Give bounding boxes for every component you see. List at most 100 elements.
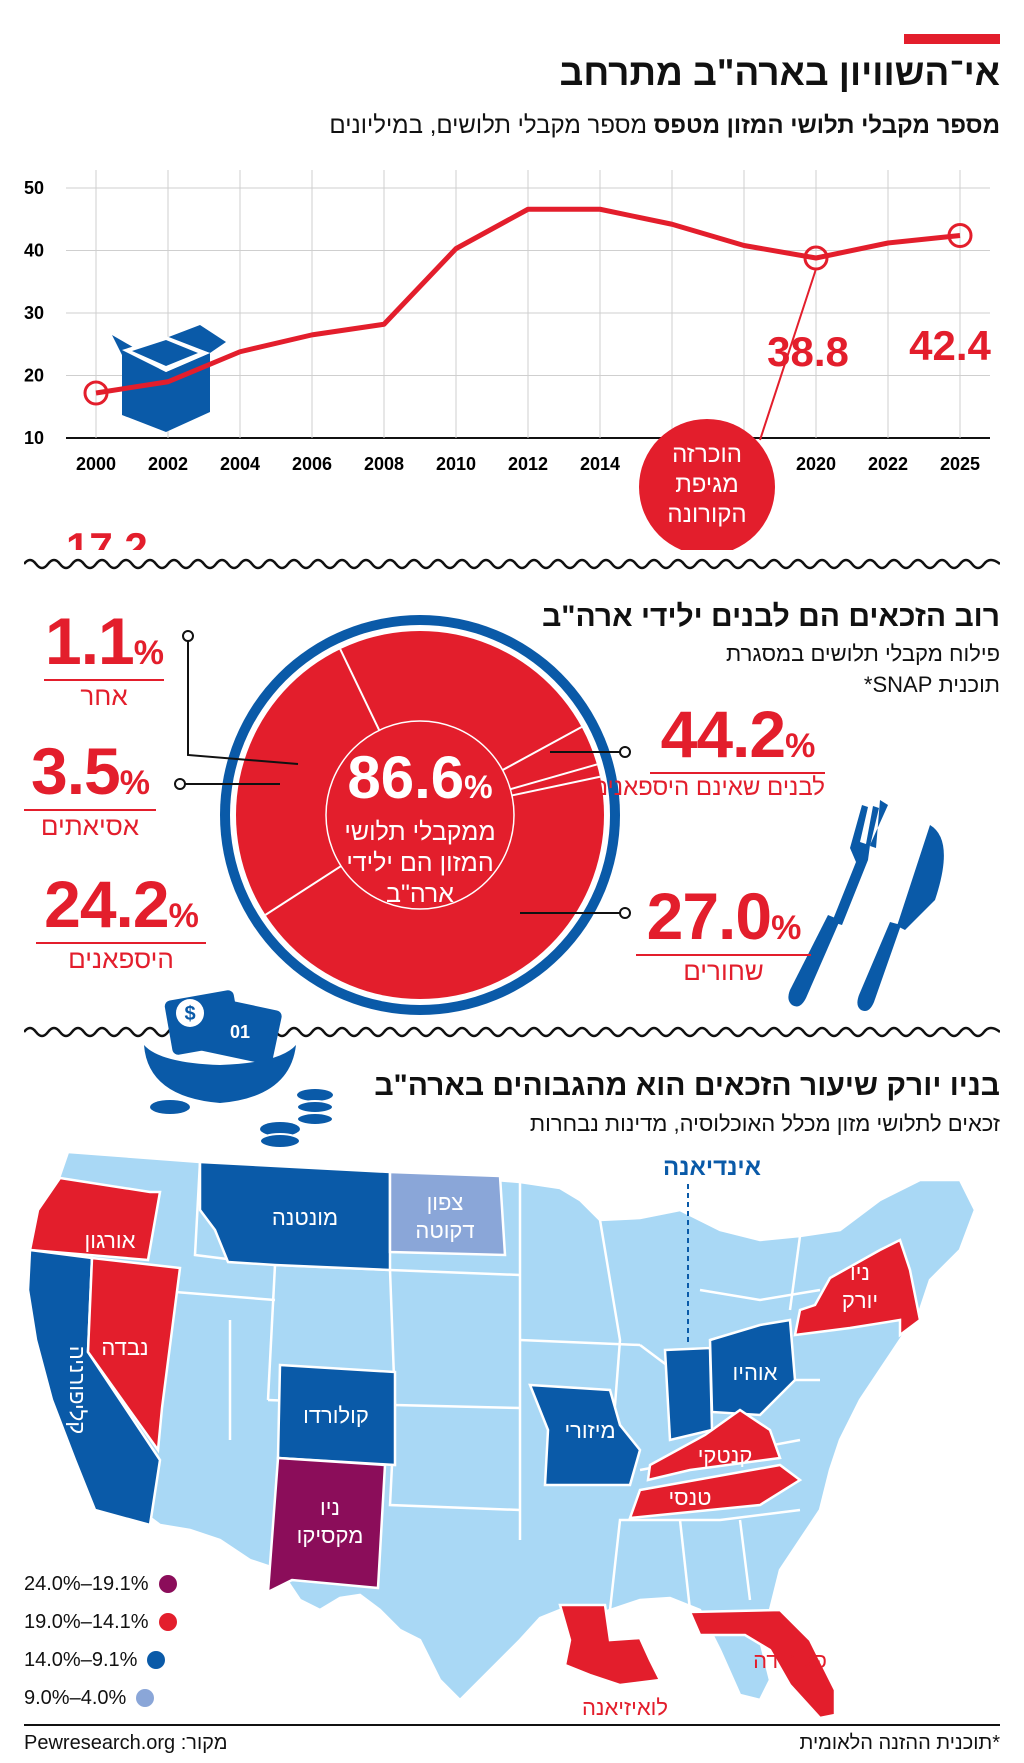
pie-name-white: לבנים שאינם היספאנים <box>591 774 825 801</box>
x-tick-label: 2025 <box>940 454 980 474</box>
state-missouri <box>528 1383 642 1487</box>
legend-swatch <box>158 1575 177 1593</box>
highlight-point <box>947 223 973 248</box>
state-tennessee <box>628 1463 803 1520</box>
pie-name-black: שחורים <box>683 956 764 986</box>
pie-subtitle-line-2: תוכנית SNAP* <box>863 672 1000 697</box>
pie-subtitle-line-1: פילוח מקבלי תלושים במסגרת <box>726 641 1000 666</box>
pie-value-black: 27.0 <box>646 879 772 953</box>
data-label-2000: 17.2 <box>66 524 148 550</box>
y-tick-label: 50 <box>24 178 44 198</box>
pct-sign: % <box>119 764 150 802</box>
highlight-point <box>83 380 109 406</box>
label-florida: פלורידה <box>753 1648 827 1673</box>
pie-value-hispanic: 24.2 <box>44 867 169 941</box>
legend-item: 24.0%–19.1% <box>24 1565 177 1603</box>
line-chart: 10 20 30 40 50 2000 2002 2004 2006 2008 2010 2012 2… <box>24 170 992 550</box>
x-tick-label: 2020 <box>796 454 836 474</box>
label-colorado: קולורדו <box>303 1403 369 1428</box>
pie-value-white: 44.2 <box>660 697 786 771</box>
y-tick-label: 20 <box>24 366 44 386</box>
pie-slice-divider <box>511 775 601 797</box>
data-label-2020: 38.8 <box>767 328 849 375</box>
pie-center-value: 86.6% <box>347 744 492 811</box>
label-kentucky: קנטקי <box>698 1443 753 1468</box>
state-colorado <box>276 1363 397 1467</box>
pie-value-other: 1.1 <box>45 604 135 678</box>
line-series <box>95 206 961 396</box>
pie-label-rule <box>36 942 206 944</box>
pie-chart: 86.6% ממקבלי תלושי המזון הם ילידי ארה"ב <box>174 615 944 1015</box>
pie-slice-dividers <box>264 648 601 916</box>
state-new-york <box>793 1238 922 1338</box>
x-tick-label: 2006 <box>292 454 332 474</box>
x-tick-label: 2022 <box>868 454 908 474</box>
plate-body <box>236 631 604 999</box>
subtitle-units: מספר מקבלי תלושים, במיליונים <box>329 112 647 139</box>
pie-label-asian: 3.5% אסיאתים <box>24 733 156 842</box>
pct-sign: % <box>785 727 815 765</box>
pie-center-pct-sign: % <box>464 769 492 805</box>
label-new-mexico-1: ניו <box>320 1495 340 1520</box>
label-missouri: מיזורי <box>564 1418 615 1443</box>
x-tick-label: 2014 <box>580 454 620 474</box>
legend-swatch <box>158 1613 177 1631</box>
covid-annotation-line-1: הוכרזה <box>672 441 742 468</box>
state-new-mexico <box>266 1456 387 1595</box>
label-new-york-2: יורק <box>842 1288 878 1313</box>
state-indiana <box>663 1346 714 1442</box>
map-subtitle: זכאים לתלושי מזון מכלל האוכלוסיה, מדינות… <box>529 1111 1000 1136</box>
map-background-states <box>36 1150 977 1702</box>
label-california: קליפורניה <box>65 1346 90 1435</box>
legend-range: 19.0%–14.1% <box>24 1610 149 1633</box>
label-oregon: אורגון <box>85 1228 136 1253</box>
pie-label-black: 27.0% שחורים <box>636 878 811 987</box>
x-tick-label: 2008 <box>364 454 404 474</box>
pct-sign: % <box>168 897 199 935</box>
us-map: אינדיאנה אורגון קליפורניה נבדה מונטנה צפ… <box>26 1150 977 1720</box>
state-louisiana <box>558 1603 662 1687</box>
x-tick-label: 2000 <box>76 454 116 474</box>
line-chart-subtitle: מספר מקבלי תלושי המזון מטפס מספר מקבלי ת… <box>329 112 1000 140</box>
x-tick-label: 2002 <box>148 454 188 474</box>
pie-center-number: 86.6 <box>347 744 464 811</box>
svg-text:$: $ <box>184 1003 195 1025</box>
legend-range: 24.0%–19.1% <box>24 1572 149 1595</box>
pie-label-rule <box>636 954 811 956</box>
legend-range: 9.0%–4.0% <box>24 1686 127 1709</box>
legend-range: 14.0%–9.1% <box>24 1648 138 1671</box>
covid-annotation-line-2: מגיפת <box>675 471 739 498</box>
x-tick-label: 2010 <box>436 454 476 474</box>
label-tennessee: טנסי <box>668 1485 711 1510</box>
label-north-dakota-2: דקוטה <box>415 1218 474 1243</box>
label-new-mexico-2: מקסיקו <box>297 1523 364 1548</box>
subtitle-bold: מספר מקבלי תלושי המזון מטפס <box>653 112 1000 139</box>
label-nevada: נבדה <box>101 1335 148 1360</box>
pct-sign: % <box>133 634 164 672</box>
footer-rule <box>24 1724 1000 1726</box>
pct-sign: % <box>771 909 801 947</box>
svg-text:01: 01 <box>230 1022 250 1042</box>
source-credit: מקור: Pewresearch.org <box>24 1732 228 1754</box>
pie-label-rule <box>24 809 156 811</box>
pie-center-label-2: המזון הם ילידי <box>346 849 493 877</box>
pie-label-hispanic: 24.2% היספאנים <box>36 866 206 975</box>
map-section-title: בניו יורק שיעור הזכאים הוא מהגבוהים בארה… <box>374 1069 1000 1102</box>
legend-swatch <box>147 1651 166 1669</box>
pie-name-hispanic: היספאנים <box>68 944 174 974</box>
label-ohio: אוהיו <box>733 1360 778 1385</box>
pie-center-label-1: ממקבלי תלושי <box>344 818 495 846</box>
coins-icon <box>150 1089 334 1149</box>
covid-callout-line <box>759 268 817 441</box>
covid-annotation-line-3: הקורונה <box>667 501 746 528</box>
pie-name-asian: אסיאתים <box>40 811 140 841</box>
y-tick-label: 40 <box>24 241 44 261</box>
pie-label-rule <box>44 679 164 681</box>
knife-icon <box>857 825 944 1011</box>
data-label-2025: 42.4 <box>909 322 991 369</box>
state-nevada <box>86 1256 182 1454</box>
pie-leader-lines <box>174 630 631 919</box>
legend-item: 9.0%–4.0% <box>24 1679 177 1717</box>
pie-inner-ring <box>325 720 515 910</box>
pie-slice-divider <box>339 648 381 731</box>
